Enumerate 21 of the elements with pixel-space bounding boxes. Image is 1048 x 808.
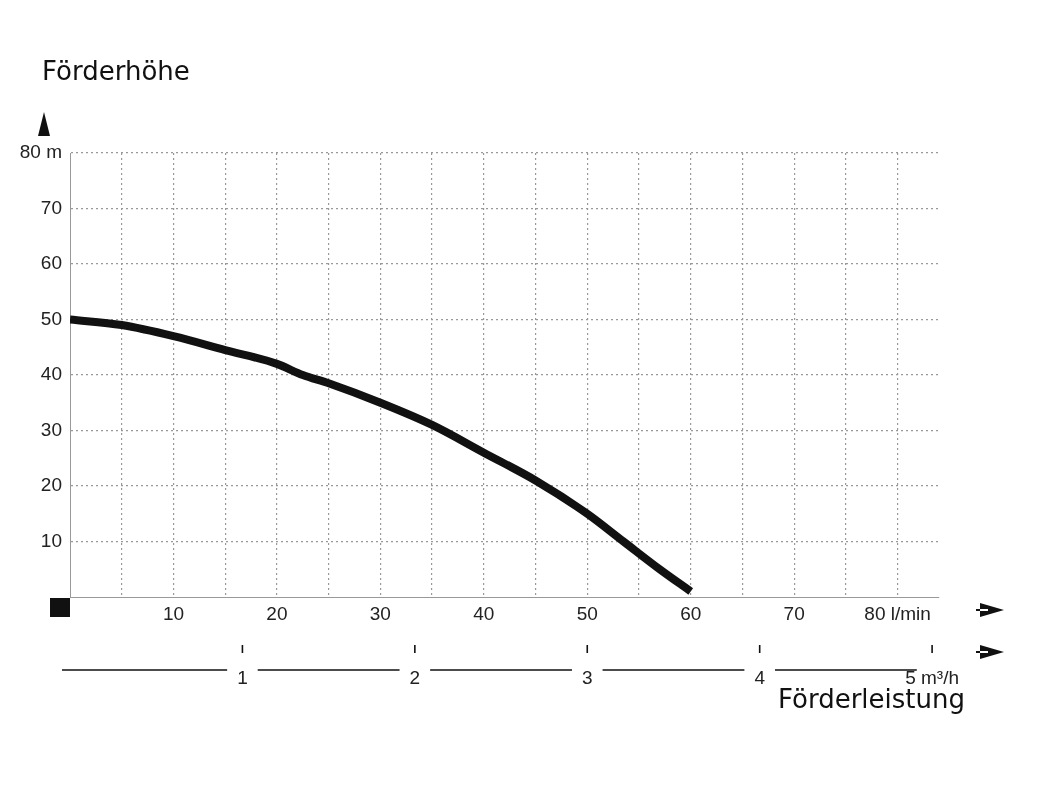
x-tick-label: 40: [473, 602, 495, 624]
x-tick-label: 50: [576, 602, 598, 624]
y-tick-label: 60: [40, 252, 62, 274]
x-tick-label: 60: [680, 602, 702, 624]
y-tick-label: 70: [40, 196, 62, 218]
x-tick-label: 70: [783, 602, 805, 624]
x-tick-label: 80 l/min: [864, 602, 931, 624]
x2-tick-label: 3: [581, 666, 593, 688]
x2-tick-label: 2: [409, 666, 421, 688]
y-tick-label: 50: [40, 307, 62, 329]
y-axis-title: Förderhöhe: [42, 56, 190, 86]
x-tick-label: 20: [266, 602, 288, 624]
y-tick-label: 10: [40, 529, 62, 551]
x2-tick-label: 4: [754, 666, 766, 688]
y-tick-label: 40: [40, 363, 62, 385]
y-tick-label: 30: [40, 418, 62, 440]
x-tick-label: 30: [369, 602, 391, 624]
x2-tick-label: 1: [237, 666, 248, 688]
y-tick-label: 20: [40, 474, 62, 496]
x-tick-label: 10: [162, 602, 185, 624]
y-tick-label: 80 m: [19, 141, 62, 163]
